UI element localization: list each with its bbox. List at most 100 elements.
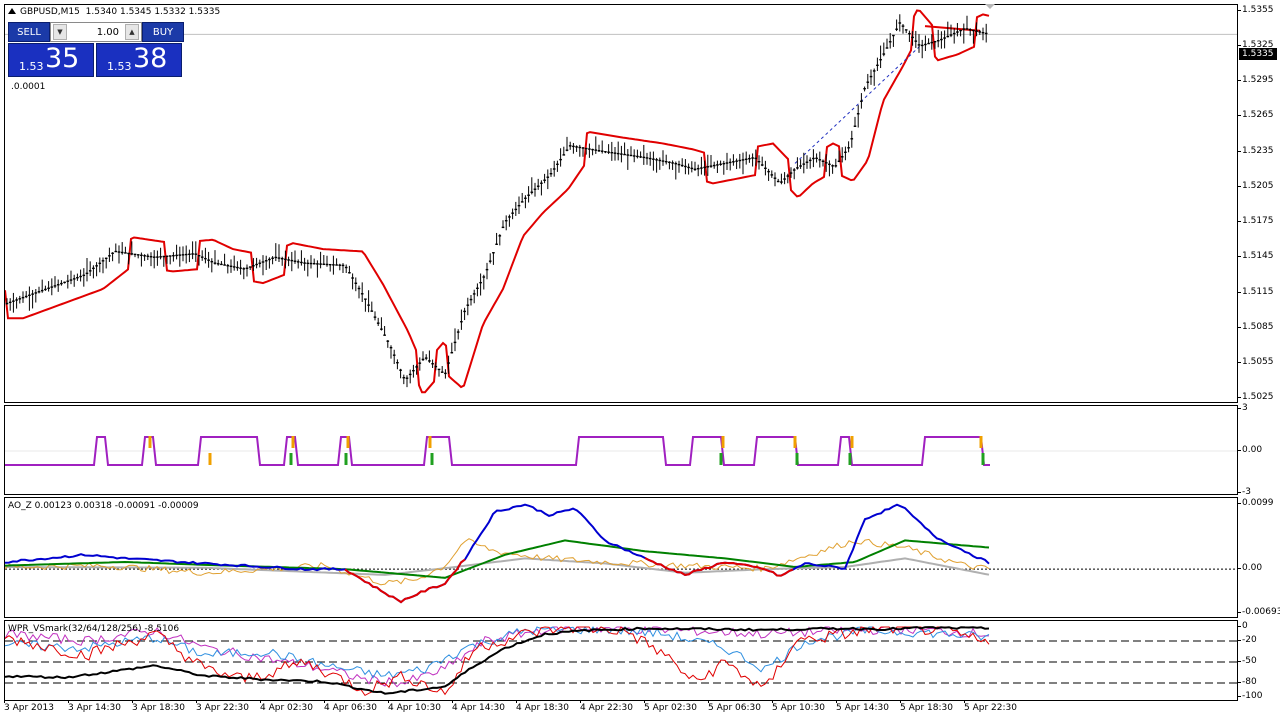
time-tick-label: 5 Apr 06:30 — [708, 700, 761, 713]
wpr-tick-label: -100 — [1237, 691, 1263, 701]
wpr-indicator-panel[interactable] — [4, 620, 1238, 701]
sell-button[interactable]: SELL — [8, 22, 50, 42]
buy-price-pips: 38 — [133, 43, 168, 74]
ao-slow-line — [5, 539, 990, 579]
ao-tick-label: 0.00 — [1237, 563, 1263, 574]
time-tick-label: 4 Apr 02:30 — [260, 700, 313, 713]
time-tick-label: 4 Apr 22:30 — [580, 700, 633, 713]
wpr-indicator-label: WPR_VSmark(32/64/128/256) -8.5106 — [8, 624, 180, 634]
price-tick-label: 1.5355 — [1238, 4, 1274, 15]
signal-marker — [291, 436, 295, 448]
signal-indicator-svg — [5, 436, 1237, 466]
one-click-trading-panel: SELL ▼ ▲ BUY 1.53 35 1.53 38 — [8, 22, 184, 78]
signal-marker — [428, 436, 432, 448]
wpr-blue-line — [5, 625, 990, 679]
signal-marker — [795, 453, 799, 465]
time-tick-label: 4 Apr 06:30 — [324, 700, 377, 713]
sell-price-prefix: 1.53 — [19, 60, 44, 73]
trend-line — [794, 45, 921, 164]
time-axis: 3 Apr 2013 3 Apr 14:30 3 Apr 18:30 3 Apr 22… — [4, 700, 1238, 718]
time-tick-label: 5 Apr 02:30 — [644, 700, 697, 713]
price-tick-label: 1.5205 — [1238, 180, 1274, 191]
ao-negative-segment — [644, 557, 794, 577]
ao-indicator-svg — [5, 503, 1237, 604]
signal-marker — [430, 453, 434, 465]
signal-marker — [848, 453, 852, 465]
time-tick-label: 5 Apr 18:30 — [900, 700, 953, 713]
price-chart-panel[interactable] — [4, 4, 1238, 403]
ao-smooth-line — [5, 557, 990, 576]
time-tick-label: 3 Apr 14:30 — [68, 700, 121, 713]
signal-line — [5, 436, 990, 466]
wpr-axis: 0 -20 -50 -80 -100 — [1237, 620, 1280, 701]
time-tick-label: 5 Apr 22:30 — [964, 700, 1017, 713]
signal-marker — [148, 436, 152, 448]
signal-tick-label: 3 — [1238, 403, 1248, 413]
lot-size-input[interactable] — [71, 25, 119, 39]
chart-ohlc: 1.5340 1.5345 1.5332 1.5335 — [85, 7, 221, 17]
signal-marker — [719, 453, 723, 465]
buy-button[interactable]: BUY — [142, 22, 184, 42]
signal-marker — [344, 453, 348, 465]
chart-shift-marker-icon[interactable] — [985, 4, 995, 9]
ao-fast-line — [5, 503, 990, 604]
signal-marker — [721, 436, 725, 448]
price-tick-label: 1.5325 — [1238, 40, 1274, 51]
price-chart-svg — [5, 9, 1237, 394]
time-tick-label: 4 Apr 14:30 — [452, 700, 505, 713]
time-tick-label: 3 Apr 22:30 — [196, 700, 249, 713]
spread-value: .0.0001 — [11, 82, 46, 92]
collapse-triangle-icon[interactable] — [8, 8, 16, 14]
signal-marker — [981, 453, 985, 465]
wpr-purple-line — [5, 626, 990, 688]
sell-price-pips: 35 — [45, 43, 80, 74]
wpr-tick-label: -50 — [1238, 656, 1257, 666]
signal-marker — [979, 436, 983, 448]
wpr-main-line — [5, 626, 990, 695]
chart-symbol: GBPUSD,M15 — [20, 7, 80, 17]
signal-marker — [346, 436, 350, 448]
time-tick-label: 3 Apr 18:30 — [132, 700, 185, 713]
price-tick-label: 1.5295 — [1238, 75, 1274, 86]
time-tick-label: 5 Apr 14:30 — [836, 700, 889, 713]
ao-indicator-panel[interactable] — [4, 497, 1238, 618]
signal-marker — [289, 453, 293, 465]
ao-tick-label: 0.0099 — [1238, 498, 1274, 508]
wpr-tick-label: -80 — [1238, 677, 1257, 687]
envelope-line — [5, 9, 990, 394]
lot-increase-icon[interactable]: ▲ — [125, 24, 139, 40]
signal-indicator-panel[interactable] — [4, 405, 1238, 495]
price-tick-label: 1.5175 — [1238, 216, 1274, 227]
price-tick-label: 1.5145 — [1238, 251, 1274, 262]
current-price-tag: 1.5335 — [1239, 48, 1277, 60]
ao-negative-segment — [344, 558, 466, 604]
price-tick-label: 1.5025 — [1238, 392, 1274, 403]
price-tick-label: 1.5235 — [1238, 145, 1274, 156]
signal-tick-label: -3 — [1238, 487, 1251, 497]
time-tick-label: 4 Apr 10:30 — [388, 700, 441, 713]
wpr-indicator-svg — [5, 625, 1237, 697]
price-tick-label: 1.5265 — [1238, 110, 1274, 121]
sell-quote-button[interactable]: 1.53 35 — [8, 43, 94, 77]
lot-decrease-icon[interactable]: ▼ — [53, 24, 67, 40]
price-tick-label: 1.5115 — [1238, 286, 1274, 297]
ao-indicator-label: AO_Z 0.00123 0.00318 -0.00091 -0.00009 — [8, 501, 199, 511]
lot-size-control: ▼ ▲ — [50, 22, 142, 42]
ao-tick-label: -0.00693 — [1237, 607, 1280, 617]
chart-header: GBPUSD,M15 1.5340 1.5345 1.5332 1.5335 — [8, 7, 220, 17]
price-axis: 1.5355 1.5325 1.5295 1.5265 1.5235 1.5205 1.51… — [1238, 0, 1280, 403]
price-tick-label: 1.5055 — [1238, 356, 1274, 367]
signal-marker — [793, 436, 797, 448]
signal-axis: 3 0.00 -3 — [1237, 403, 1280, 497]
price-tick-label: 1.5085 — [1238, 321, 1274, 332]
wpr-tick-label: 0 — [1238, 621, 1248, 631]
ao-raw-line — [5, 538, 990, 586]
time-tick-label: 5 Apr 10:30 — [772, 700, 825, 713]
ao-axis: 0.0099 0.00 -0.00693 — [1237, 497, 1280, 618]
wpr-red-line — [5, 626, 990, 697]
buy-quote-button[interactable]: 1.53 38 — [96, 43, 182, 77]
signal-marker — [850, 436, 854, 448]
wpr-tick-label: -20 — [1238, 635, 1257, 645]
time-tick-label: 4 Apr 18:30 — [516, 700, 569, 713]
signal-marker — [208, 453, 212, 465]
